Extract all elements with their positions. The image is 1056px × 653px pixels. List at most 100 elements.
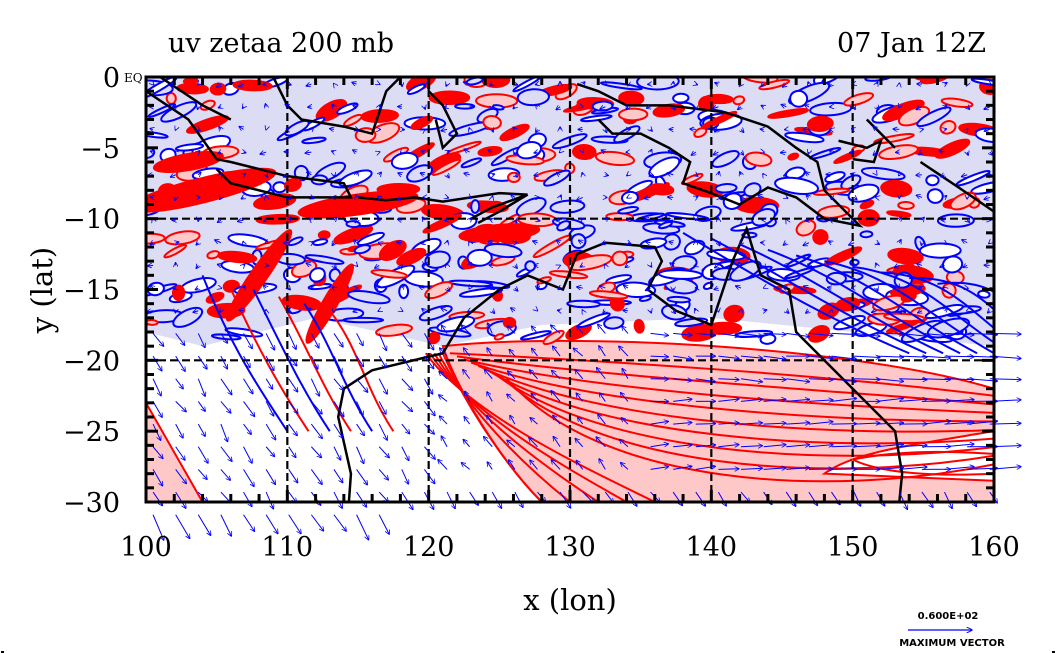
wind-vector (944, 467, 974, 470)
wind-vector (310, 446, 321, 458)
wind-vector (175, 378, 184, 389)
wind-vector (263, 285, 266, 288)
x-axis-label: x (lon) (523, 583, 617, 617)
wind-vector (808, 355, 833, 358)
wind-vector (695, 424, 716, 425)
wind-vector (670, 263, 673, 266)
positive-contour-cell (431, 158, 462, 176)
wind-vector (398, 173, 402, 175)
wind-vector (397, 197, 401, 200)
wind-vector (220, 469, 230, 480)
wind-vector (899, 379, 927, 380)
positive-contour-cell (378, 239, 407, 261)
wind-vector (673, 311, 675, 314)
wind-vector (150, 151, 153, 152)
positive-contour (433, 352, 599, 502)
negative-contour-cell (516, 88, 550, 107)
wind-vector (175, 469, 187, 483)
wind-vector (356, 469, 368, 484)
wind-vector (175, 491, 186, 508)
wind-vector (463, 348, 471, 357)
wind-vector (534, 152, 538, 153)
wind-vector (265, 243, 266, 244)
x-tick-label: 100 (120, 532, 172, 563)
wind-vector (783, 287, 786, 288)
negative-contour-cell (308, 267, 326, 283)
negative-contour-cell (774, 176, 820, 196)
y-axis-label: y (lat) (25, 247, 59, 334)
wind-vector (741, 219, 742, 220)
wind-vector (470, 218, 472, 220)
coastline-java (146, 90, 353, 199)
wind-vector (220, 446, 232, 462)
wind-vector (651, 129, 653, 131)
x-tick-label: 140 (686, 532, 738, 563)
wind-vector (695, 445, 716, 447)
positive-contour-cell (482, 115, 502, 130)
wind-vector (378, 469, 388, 480)
wind-vector (217, 220, 220, 222)
wind-vector (783, 265, 786, 266)
wind-vector (152, 401, 162, 417)
wind-vector (673, 445, 692, 447)
wind-vector (488, 150, 492, 152)
wind-vector (941, 175, 945, 177)
wind-vector (217, 264, 221, 265)
wind-vector (220, 311, 221, 312)
wind-vector (718, 243, 720, 246)
wind-vector (265, 378, 273, 389)
wind-vector (150, 128, 153, 129)
wind-vector (873, 152, 877, 155)
wind-vector (739, 243, 741, 245)
wind-vector (990, 152, 993, 155)
wind-vector (781, 104, 787, 106)
wind-vector (871, 311, 877, 313)
wind-vector (175, 333, 185, 345)
wind-vector (967, 333, 997, 334)
wind-vector (919, 287, 922, 289)
wind-vector (829, 241, 832, 243)
wind-vector (220, 355, 227, 369)
wind-vector (515, 265, 517, 268)
wind-vector (379, 172, 381, 175)
vector-legend-label: MAXIMUM VECTOR (899, 638, 1005, 649)
vector-legend: 0.600E+02 MAXIMUM VECTOR (899, 611, 1005, 649)
wind-vector (220, 423, 228, 442)
wind-vector (309, 308, 311, 311)
wind-vector (174, 288, 176, 289)
wind-vector (715, 83, 719, 84)
wind-vector (553, 415, 561, 425)
wind-vector (441, 129, 448, 130)
wind-vector (804, 104, 809, 106)
wind-vector (944, 333, 974, 335)
wind-vector (422, 217, 424, 220)
negative-contour-cell (470, 199, 481, 214)
wind-vector (424, 423, 434, 434)
negative-contour (824, 260, 994, 355)
wind-vector (461, 463, 470, 470)
wind-vector (195, 288, 198, 290)
positive-contour-cell (732, 95, 746, 106)
wind-vector (424, 446, 435, 459)
positive-contour-cell (542, 329, 565, 346)
wind-vector (197, 84, 198, 85)
positive-contour (498, 374, 994, 470)
wind-vector (967, 356, 997, 357)
wind-vector (715, 265, 719, 267)
wind-vector (243, 469, 255, 486)
wind-vector (651, 149, 652, 152)
wind-vector (718, 379, 739, 380)
wind-vector (288, 423, 297, 436)
wind-vector (831, 378, 856, 382)
wind-vector (468, 311, 470, 312)
wind-vector (243, 355, 251, 368)
wind-vector (515, 84, 518, 85)
negative-contour-cell (174, 143, 205, 152)
wind-vector (621, 418, 629, 425)
wind-vector (786, 378, 809, 382)
wind-vector (378, 491, 388, 502)
coastline-lesser-sunda (357, 191, 528, 203)
wind-vector (899, 356, 927, 357)
wind-vector (170, 175, 176, 177)
wind-vector (876, 398, 904, 402)
